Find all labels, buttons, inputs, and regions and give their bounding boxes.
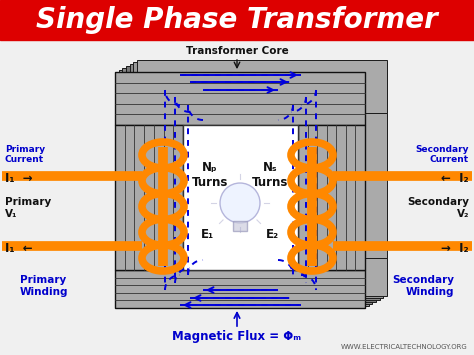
Bar xyxy=(122,266,373,304)
Bar xyxy=(130,117,198,262)
Bar xyxy=(126,66,376,119)
Bar xyxy=(313,117,380,262)
Bar xyxy=(301,123,369,268)
Bar xyxy=(115,125,183,270)
Bar xyxy=(118,123,187,268)
Text: Nₚ
Turns: Nₚ Turns xyxy=(192,161,228,189)
Bar xyxy=(133,62,383,115)
Bar xyxy=(133,260,383,298)
Bar xyxy=(137,258,387,296)
Bar xyxy=(298,125,365,270)
Bar xyxy=(137,113,205,258)
Text: Nₛ
Turns: Nₛ Turns xyxy=(252,161,288,189)
Bar xyxy=(115,270,365,308)
Bar xyxy=(115,270,365,308)
Bar xyxy=(126,119,194,264)
Text: I₁  →: I₁ → xyxy=(5,171,33,185)
Text: Secondary
V₂: Secondary V₂ xyxy=(407,197,469,219)
Bar xyxy=(130,262,380,300)
Text: Primary
Current: Primary Current xyxy=(5,145,45,164)
Text: Single Phase Transformer: Single Phase Transformer xyxy=(36,6,438,34)
Text: →  I₂: → I₂ xyxy=(441,241,469,255)
Bar xyxy=(298,125,365,270)
Bar xyxy=(305,121,373,266)
Text: Transformer Core: Transformer Core xyxy=(186,46,288,56)
Text: WWW.ELECTRICALTECHNOLOGY.ORG: WWW.ELECTRICALTECHNOLOGY.ORG xyxy=(341,344,468,350)
Text: E₁: E₁ xyxy=(201,229,214,241)
Bar xyxy=(316,115,383,260)
Text: I₁  ←: I₁ ← xyxy=(5,241,33,255)
Bar xyxy=(115,72,365,125)
Bar xyxy=(0,0,474,40)
Circle shape xyxy=(220,183,260,223)
Text: E₂: E₂ xyxy=(265,229,279,241)
Bar xyxy=(183,125,298,270)
Bar xyxy=(137,60,387,113)
Bar xyxy=(133,115,201,260)
Bar xyxy=(126,264,376,302)
Bar xyxy=(233,221,247,231)
Bar xyxy=(309,119,376,264)
Text: Magnetic Flux = Φₘ: Magnetic Flux = Φₘ xyxy=(173,330,301,343)
Text: Secondary
Current: Secondary Current xyxy=(416,145,469,164)
Bar xyxy=(320,113,387,258)
Bar xyxy=(122,68,373,121)
Bar xyxy=(115,72,365,125)
Bar xyxy=(118,268,369,306)
Text: ←  I₂: ← I₂ xyxy=(441,171,469,185)
Text: Primary
V₁: Primary V₁ xyxy=(5,197,51,219)
Bar xyxy=(118,70,369,123)
Bar xyxy=(115,125,183,270)
Text: Primary
Winding: Primary Winding xyxy=(20,275,69,296)
Bar xyxy=(130,64,380,117)
Text: Secondary
Winding: Secondary Winding xyxy=(392,275,454,296)
Bar xyxy=(122,121,191,266)
